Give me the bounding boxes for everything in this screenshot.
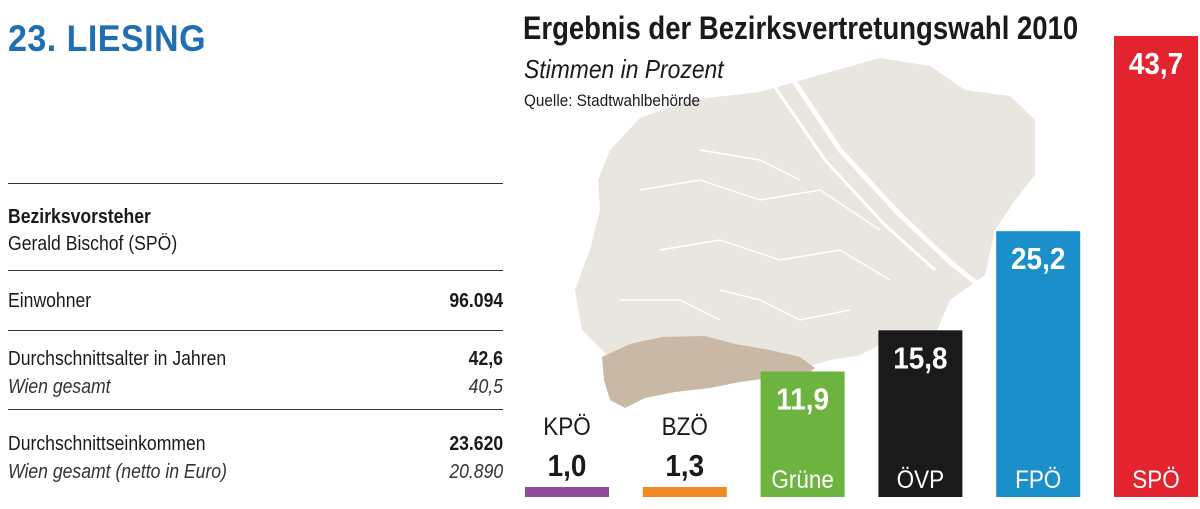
- bar-value-label: 11,9: [776, 382, 829, 417]
- danube-river: [787, 73, 987, 292]
- bar-category-label: ÖVP: [897, 466, 944, 494]
- bar-value-label: 43,7: [1129, 47, 1183, 82]
- divider: [8, 183, 503, 184]
- district-title: 23. LIESING: [8, 18, 207, 59]
- chart-subtitle: Stimmen in Prozent: [524, 54, 724, 84]
- vienna-map: [575, 58, 1035, 408]
- head-label: Bezirksvorsteher: [8, 206, 151, 228]
- inhabitants-label: Einwohner: [8, 290, 92, 312]
- bar-value-label: 25,2: [1011, 242, 1065, 277]
- bar-category-label: KPÖ: [543, 413, 590, 441]
- bar-value-label: 1,0: [548, 449, 587, 484]
- bar-value-label: 1,3: [665, 449, 704, 484]
- inhabitants-value: 96.094: [449, 290, 503, 312]
- bar-category-label: SPÖ: [1132, 466, 1179, 494]
- chart-source: Quelle: Stadtwahlbehörde: [524, 91, 701, 110]
- age-value: 42,6: [468, 348, 503, 370]
- income-vienna-value: 20.890: [449, 461, 503, 483]
- danube-river: [768, 79, 937, 272]
- divider: [8, 330, 503, 331]
- income-value: 23.620: [449, 433, 503, 455]
- income-vienna-label: Wien gesamt (netto in Euro): [8, 461, 227, 483]
- bar-bzö: [642, 487, 727, 497]
- bar-category-label: Grüne: [771, 466, 833, 494]
- bar-grüne: [760, 371, 845, 497]
- bar-fpö: [996, 231, 1081, 497]
- bar-category-label: BZÖ: [662, 413, 708, 441]
- chart-title: Ergebnis der Bezirksvertretungswahl 2010: [523, 10, 1079, 46]
- bar-category-label: FPÖ: [1015, 466, 1061, 494]
- head-name: Gerald Bischof (SPÖ): [8, 233, 178, 255]
- income-label: Durchschnittseinkommen: [8, 433, 206, 455]
- bars-group: KPÖ 1,0 BZÖ 1,3 11,9 Grüne 15,8 ÖVP 25,2 FPÖ 43,7 S…: [525, 36, 1198, 497]
- divider: [8, 270, 503, 271]
- age-vienna-label: Wien gesamt: [8, 376, 111, 398]
- age-vienna-value: 40,5: [468, 376, 503, 398]
- divider: [8, 409, 503, 410]
- liesing-district-shape: [602, 336, 815, 408]
- age-label: Durchschnittsalter in Jahren: [8, 348, 227, 370]
- bar-övp: [878, 330, 963, 497]
- bar-spö: [1114, 36, 1198, 497]
- vienna-map-shape: [575, 58, 1035, 378]
- bar-kpö: [525, 487, 609, 497]
- bar-value-label: 15,8: [893, 341, 947, 376]
- district-boundary: [620, 149, 891, 321]
